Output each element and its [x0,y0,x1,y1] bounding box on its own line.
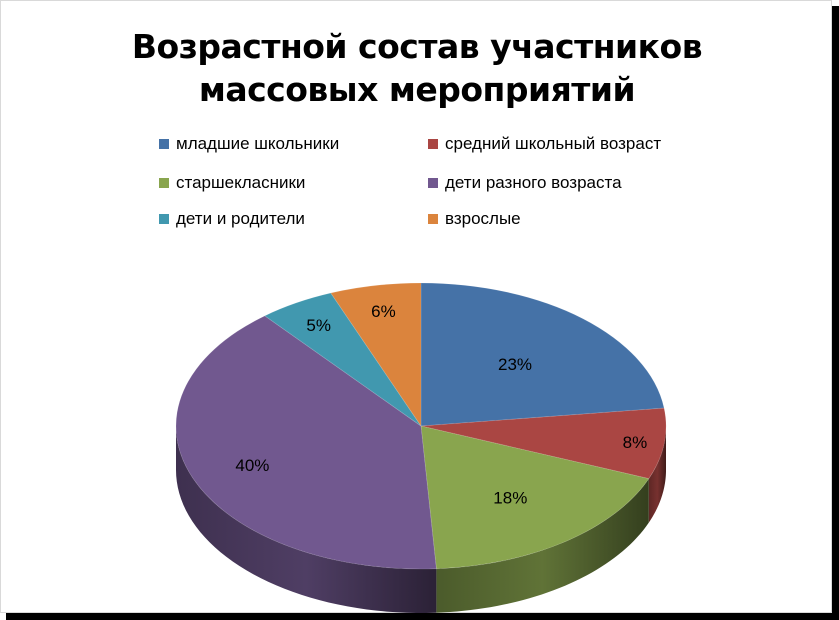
pie-wall-high-schoolers [436,478,649,613]
pie-slice-adults [330,282,422,428]
data-label-middle-school-age: 8% [623,433,648,452]
legend-swatch-children-and-parents [159,214,169,224]
pie-slice-middle-school-age [420,407,667,480]
pie-wall-children-various-ages [176,426,437,613]
pie-slice-children-and-parents [264,292,422,427]
legend-item-children-various-ages: дети разного возраста [428,173,622,193]
pie-slice-high-schoolers [420,425,650,570]
chart-title-line-1: Возрастной состав участников [131,27,703,66]
legend-label: младшие школьники [176,134,340,153]
chart-shadow-bottom [6,613,839,620]
pie-slice-children-various-ages [175,315,437,570]
data-label-adults: 6% [371,302,396,321]
data-label-children-various-ages: 40% [235,456,269,475]
data-label-junior-schoolchildren: 23% [498,355,532,374]
data-label-high-schoolers: 18% [493,489,527,508]
legend-swatch-junior-schoolchildren [159,139,169,149]
legend-swatch-high-schoolers [159,178,169,188]
legend-item-middle-school-age: средний школьный возраст [428,134,661,154]
pie-wall-middle-school-age [648,426,666,523]
legend-label: дети и родители [176,209,305,228]
pie-side-walls [176,426,666,613]
legend-swatch-adults [428,214,438,224]
chart-title: Возрастной состав участников массовых ме… [1,25,833,111]
legend-item-junior-schoolchildren: младшие школьники [159,134,339,154]
legend-label: старшекласники [176,173,306,192]
data-label-children-and-parents: 5% [306,316,331,335]
legend-swatch-children-various-ages [428,178,438,188]
legend-item-adults: взрослые [428,209,521,229]
legend-label: взрослые [445,209,521,228]
legend-label: средний школьный возраст [445,134,662,153]
legend-label: дети разного возраста [445,173,622,192]
pie-data-labels: 23% 8% 18% 40% 5% 6% [235,302,647,508]
pie-top-faces [175,282,667,570]
legend-swatch-middle-school-age [428,139,438,149]
chart-shadow-right [832,6,839,620]
pie-slice-junior-schoolchildren [420,282,665,427]
chart-title-line-2: массовых мероприятий [198,70,636,109]
legend-item-children-and-parents: дети и родители [159,209,305,229]
legend-item-high-schoolers: старшекласники [159,173,305,193]
